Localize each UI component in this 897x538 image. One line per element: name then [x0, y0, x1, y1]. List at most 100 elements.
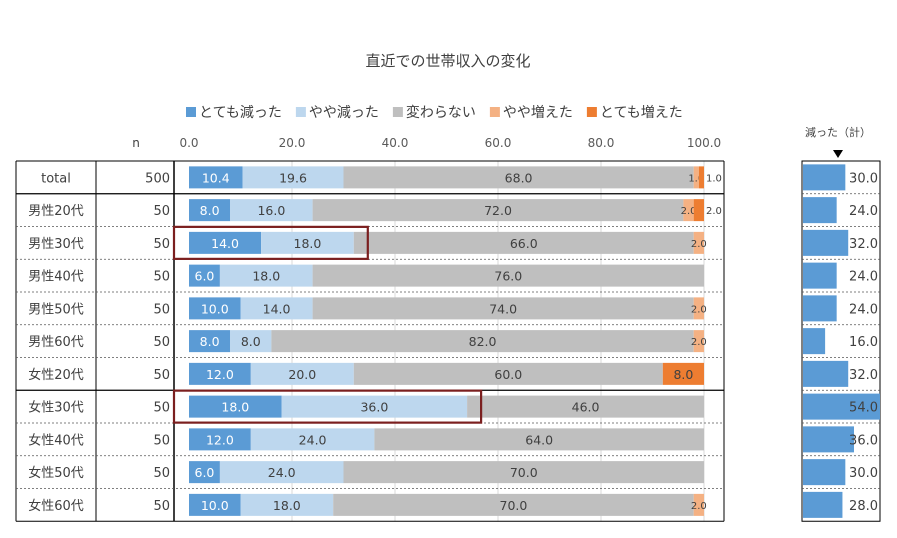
highlight-box-0: [172, 225, 369, 260]
bar-seg-4-1: [240, 297, 313, 320]
side-bar-10: [803, 491, 843, 518]
x-tick-label-4: 80.0: [588, 136, 615, 150]
bar-seg-8-0: [189, 428, 251, 451]
bar-label-6-0: 12.0: [206, 367, 234, 382]
side-value-5: 16.0: [849, 335, 878, 350]
side-bar-1: [803, 197, 837, 224]
n-value-6: 50: [153, 368, 170, 383]
legend-label-0: とても減った: [199, 104, 282, 121]
bar-label-5-1: 8.0: [241, 334, 261, 349]
bar-label-8-0: 12.0: [206, 432, 234, 447]
highlight-box-1: [172, 389, 483, 424]
bar-label-6-2: 60.0: [494, 367, 522, 382]
side-value-7: 54.0: [849, 401, 878, 416]
bar-seg-2-1: [261, 231, 354, 254]
bar-seg-2-0: [189, 231, 262, 254]
side-bar-4: [803, 295, 837, 322]
bar-seg-5-3: [693, 330, 704, 353]
n-value-10: 50: [153, 499, 170, 514]
side-bar-0: [803, 164, 846, 191]
legend-label-3: やや増えた: [503, 105, 573, 121]
row-label-2: 男性30代: [28, 237, 84, 252]
row-label-9: 女性50代: [28, 465, 84, 481]
bar-label-6-4: 8.0: [673, 367, 693, 382]
bar-label-7-1: 36.0: [360, 400, 388, 415]
bar-label-2-2: 66.0: [510, 236, 538, 251]
legend-label-4: とても増えた: [600, 105, 683, 121]
row-label-10: 女性60代: [28, 498, 84, 514]
bar-label-2-0: 14.0: [211, 236, 239, 251]
bar-seg-2-2: [353, 231, 694, 254]
bar-label-0-4: 1.0: [706, 173, 722, 184]
x-tick-label-1: 20.0: [279, 136, 306, 150]
bar-seg-1-3: [683, 199, 694, 222]
bar-seg-6-4: [662, 362, 704, 385]
row-label-3: 男性40代: [28, 270, 84, 285]
bar-seg-2-3: [693, 231, 704, 254]
bar-label-1-0: 8.0: [200, 203, 220, 218]
bar-seg-7-1: [281, 395, 468, 418]
side-bar-5: [803, 328, 826, 355]
bar-seg-6-0: [189, 362, 251, 385]
bar-seg-5-0: [189, 330, 231, 353]
bar-seg-3-0: [189, 264, 220, 287]
bar-seg-0-4: [698, 166, 704, 189]
bar-label-10-1: 18.0: [273, 498, 301, 513]
bar-label-8-1: 24.0: [299, 432, 327, 447]
bar-seg-6-1: [250, 362, 354, 385]
bar-label-10-0: 10.0: [201, 498, 229, 513]
bar-seg-9-1: [219, 461, 344, 484]
n-value-0: 500: [145, 171, 170, 186]
n-value-2: 50: [153, 237, 170, 252]
n-value-9: 50: [153, 466, 170, 481]
n-value-8: 50: [153, 433, 170, 448]
side-panel-title: 減った（計）: [805, 125, 871, 139]
side-value-1: 24.0: [849, 204, 878, 219]
bar-label-8-2: 64.0: [525, 432, 553, 447]
n-value-1: 50: [153, 204, 170, 219]
bar-label-9-0: 6.0: [195, 465, 215, 480]
x-tick-label-3: 60.0: [485, 136, 512, 150]
legend-swatch-4: [586, 107, 597, 117]
row-label-8: 女性40代: [28, 432, 84, 448]
bar-label-1-2: 72.0: [484, 203, 512, 218]
side-value-10: 28.0: [849, 499, 878, 514]
bar-seg-4-0: [189, 297, 241, 320]
bar-seg-7-0: [189, 395, 282, 418]
bar-label-3-0: 6.0: [195, 269, 215, 284]
bar-seg-4-2: [312, 297, 694, 320]
bar-seg-1-2: [312, 199, 684, 222]
bar-label-4-3: 2.0: [691, 304, 707, 315]
row-label-5: 男性60代: [28, 335, 84, 350]
n-value-3: 50: [153, 270, 170, 285]
bar-label-5-0: 8.0: [200, 334, 220, 349]
bar-label-4-1: 14.0: [263, 301, 291, 316]
bar-label-5-3: 2.0: [691, 337, 707, 348]
row-label-1: 男性20代: [28, 204, 84, 219]
bar-seg-9-0: [189, 461, 220, 484]
bar-label-0-0: 10.4: [202, 170, 230, 185]
row-label-7: 女性30代: [28, 400, 84, 416]
bar-seg-1-0: [189, 199, 231, 222]
bar-seg-8-2: [374, 428, 704, 451]
bar-label-4-2: 74.0: [489, 301, 517, 316]
side-value-2: 32.0: [849, 237, 878, 252]
legend-swatch-1: [295, 107, 306, 117]
side-bar-3: [803, 262, 837, 289]
legend-swatch-2: [392, 107, 403, 117]
bar-seg-1-1: [230, 199, 313, 222]
bar-label-10-2: 70.0: [500, 498, 528, 513]
bar-label-9-1: 24.0: [268, 465, 296, 480]
bar-seg-6-2: [353, 362, 663, 385]
bar-label-1-1: 16.0: [257, 203, 285, 218]
n-value-7: 50: [153, 401, 170, 416]
side-bar-9: [803, 459, 846, 486]
bar-label-0-3: 1.0: [688, 173, 704, 184]
side-value-8: 36.0: [849, 433, 878, 448]
side-value-3: 24.0: [849, 270, 878, 285]
n-header: n: [132, 136, 140, 150]
bar-seg-5-1: [230, 330, 272, 353]
legend-swatch-3: [489, 107, 500, 117]
